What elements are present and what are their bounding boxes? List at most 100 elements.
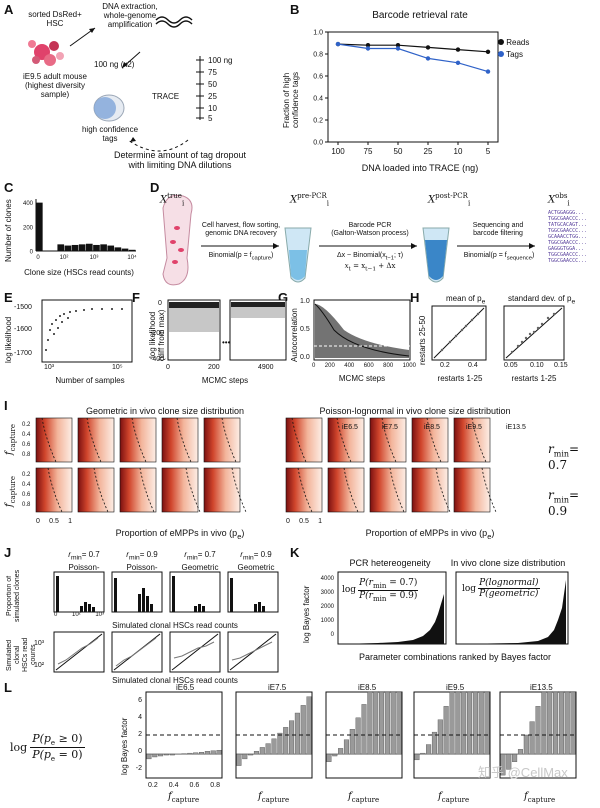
histogram-bar	[121, 248, 129, 251]
l-xlabel: fcapture	[438, 791, 469, 804]
f-symbol: f	[258, 791, 262, 802]
ytick: 6	[138, 697, 142, 704]
j-qq-plots	[53, 631, 279, 673]
l-bar	[361, 704, 367, 755]
log-label: log	[342, 585, 357, 596]
r-sub: min	[186, 554, 198, 562]
f-symbol: f	[168, 791, 172, 802]
j-histograms	[53, 571, 279, 613]
l-bar	[283, 727, 289, 755]
l-bar	[506, 753, 512, 770]
x-pre-sub: i	[326, 199, 330, 208]
y-tick-label: 0.4	[313, 96, 323, 103]
panel-a-caption: Determine amount of tag dropout with lim…	[113, 150, 247, 170]
chart-b-plot: 0.0 0.2 0.4 0.6 0.8 1.0 100 75 50 25 10 5	[313, 30, 499, 156]
heatmap-cell	[203, 417, 241, 463]
xlabel-end: )	[241, 528, 245, 538]
panel-i-heatmaps	[35, 417, 497, 513]
sequence-list: ACTGGAGGG... TGGCGAACCC... TATGCACAGT...…	[548, 210, 587, 264]
r-val: = 0.7	[197, 550, 216, 559]
l-bar	[163, 753, 169, 756]
xlabel-end: )	[491, 528, 495, 538]
den-end: = 0)	[55, 748, 83, 762]
panel-a-diagram	[28, 16, 204, 152]
x-post-symbol: Xpost-PCRi	[428, 192, 470, 207]
j-hist-1	[53, 571, 105, 613]
l-bar	[373, 691, 379, 755]
hsc-cell-icon	[56, 52, 64, 60]
k-bars-1	[340, 594, 444, 644]
den-sub: e	[50, 755, 56, 764]
c-x-tick: 10⁴	[127, 254, 137, 261]
chart-g-curve	[314, 303, 410, 357]
j-ylabel-bottom: Simulated clonal HSCs read counts	[6, 637, 37, 673]
panel-i-xlabel-left: Proportion of eMPPs in vivo (pe)	[80, 528, 280, 542]
dna-icon	[155, 20, 193, 28]
l-bar	[390, 691, 396, 755]
chart-b-title: Barcode retrieval rate	[372, 10, 468, 21]
chart-g-xtick: 600	[363, 363, 374, 369]
arrowhead-icon	[130, 137, 136, 142]
l-bar	[379, 691, 385, 755]
l-bar	[547, 691, 553, 755]
panel-label-i: I	[4, 398, 8, 413]
step1-model: Binomial(p = fcapture)	[208, 252, 274, 262]
chart-h-points2	[510, 312, 556, 354]
num-end: = 0.7)	[386, 578, 418, 588]
chart-h-xtick: 0.05	[504, 362, 518, 369]
heatmap-cell	[327, 467, 365, 513]
chart-g-ytick: 1.0	[300, 298, 310, 305]
l-bar	[367, 691, 373, 755]
r-symbol: r	[68, 550, 71, 559]
l-bar	[541, 691, 547, 755]
ytick: 4	[138, 714, 142, 721]
chart-h-xtick: 0.15	[554, 362, 568, 369]
chart-b-xlabel: DNA loaded into TRACE (ng)	[361, 163, 479, 173]
ytick: 0.2	[22, 472, 31, 478]
l-bar	[455, 691, 461, 755]
j-hist-2	[111, 571, 163, 613]
chart-b-frame	[327, 31, 499, 143]
histogram-bar	[86, 243, 93, 251]
l-xlabel: fcapture	[258, 791, 289, 804]
f-symbol: f	[348, 791, 352, 802]
cell-icon	[178, 248, 184, 252]
l-fraction: P(pe ≥ 0) P(pe = 0)	[30, 732, 85, 764]
k-yticks: 4000 3000 2000 1000 0	[314, 572, 334, 642]
histogram-bar	[114, 247, 122, 251]
dist-label: Geometric	[237, 562, 275, 572]
step2-model2-a: x	[344, 262, 349, 270]
heatmap-cell	[285, 467, 323, 513]
j-qq-1	[53, 631, 105, 673]
k-ylabel: log Bayes factor	[302, 585, 311, 643]
x-post-base: X	[428, 194, 436, 206]
dilution-50: 50	[208, 80, 217, 89]
l-bar	[169, 753, 175, 756]
x-pre-sup: pre-PCR	[297, 192, 327, 200]
ytick: 0.4	[22, 482, 31, 488]
histogram-bar	[64, 245, 72, 251]
ytick: 0.8	[22, 452, 31, 458]
chart-h-xtick: 0.10	[530, 362, 544, 369]
panel-label-h: H	[410, 290, 420, 305]
stage-label: iE8.5	[424, 424, 440, 431]
xlabel-sub: e	[237, 531, 242, 541]
chart-f-ytick: 0	[158, 300, 162, 307]
xtick: 10³	[95, 612, 104, 618]
chart-h-points1	[440, 312, 480, 352]
j-qq-3	[169, 631, 221, 673]
sequence-item: ACTGGAGGG...	[548, 210, 585, 216]
l-bar	[564, 691, 570, 755]
chart-h-xlabel: restarts 1-25	[511, 374, 557, 383]
heatmap-cell	[35, 467, 73, 513]
heatmap-cell	[161, 467, 199, 513]
panel-i-yticks-top: 0.2 0.4 0.6 0.8	[22, 420, 30, 460]
panel-label-j: J	[4, 545, 12, 560]
trace-label: TRACE	[152, 92, 180, 101]
sorted-cells-label: sorted DsRed+ HSC	[28, 10, 82, 28]
j-ylabel-top: Proportion of simulated clones	[6, 569, 21, 623]
cell-icon	[170, 240, 176, 244]
step2-model2-b: = x	[350, 262, 366, 270]
f-sub: capture	[527, 796, 556, 804]
log-label: log	[462, 583, 477, 594]
